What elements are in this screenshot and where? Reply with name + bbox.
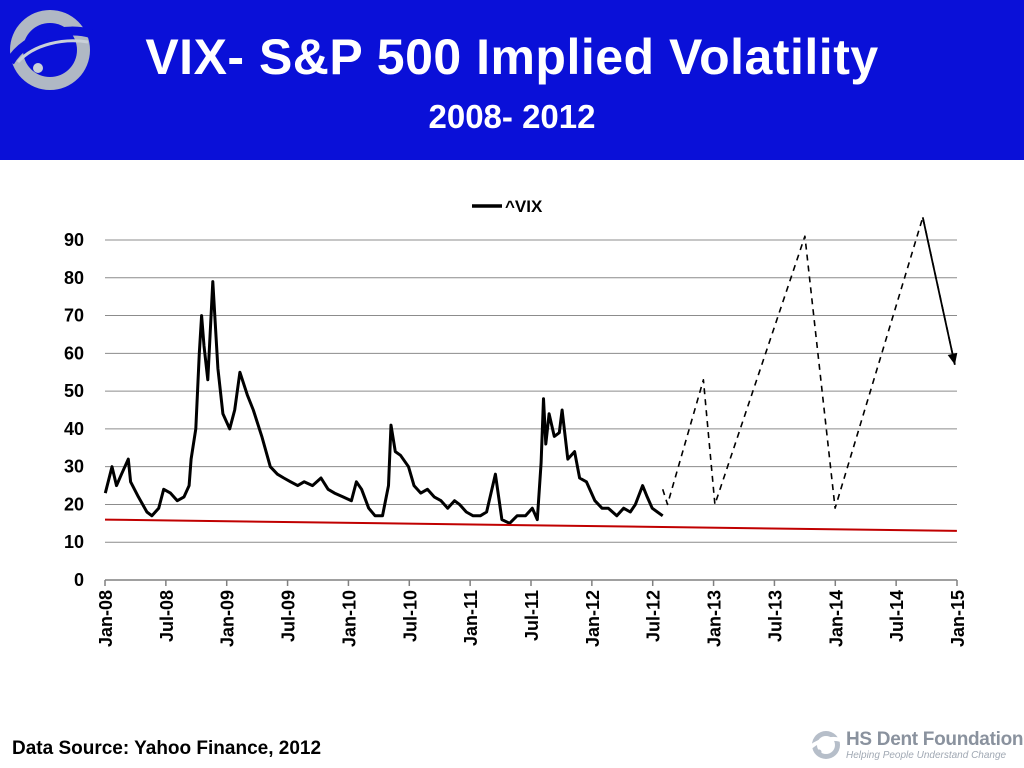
- y-tick-label: 50: [64, 381, 84, 401]
- page-subtitle: 2008- 2012: [428, 98, 596, 135]
- y-tick-label: 10: [64, 532, 84, 552]
- y-tick-label: 60: [64, 343, 84, 363]
- projection-decline-line: [921, 217, 956, 365]
- x-tick-label: Jan-08: [96, 590, 116, 647]
- footer-brand-name: HS Dent Foundation: [846, 729, 1024, 750]
- x-tick-label: Jul-10: [400, 590, 420, 642]
- footer-brand-tagline: Helping People Understand Change: [846, 750, 1007, 761]
- x-tick-label: Jul-12: [644, 590, 664, 642]
- y-axis-tick-labels: 0 10 20 30 40 50 60 70 80 90: [64, 230, 84, 590]
- x-axis-tick-labels: Jan-08 Jul-08 Jan-09 Jul-09 Jan-10 Jul-10 Jan-…: [96, 590, 968, 647]
- x-tick-label: Jul-13: [765, 590, 785, 642]
- vix-series-line: [103, 280, 664, 525]
- x-tick-label: Jul-11: [522, 590, 542, 641]
- y-tick-label: 90: [64, 230, 84, 250]
- trend-series-line: [104, 518, 957, 532]
- x-tick-label: Jan-11: [461, 590, 481, 646]
- y-tick-label: 20: [64, 494, 84, 514]
- data-source-note: Data Source: Yahoo Finance, 2012: [12, 738, 322, 759]
- page-title: VIX- S&P 500 Implied Volatility: [145, 29, 879, 85]
- legend-label: ^VIX: [505, 197, 543, 216]
- arrowhead-icon: [947, 352, 958, 365]
- y-tick-label: 0: [74, 570, 84, 590]
- hs-dent-swirl-icon: [806, 731, 842, 759]
- axes: [104, 579, 958, 586]
- series-layer: [103, 216, 958, 532]
- x-tick-label: Jan-15: [948, 590, 968, 647]
- x-tick-label: Jul-09: [279, 590, 299, 642]
- x-tick-label: Jan-13: [705, 590, 725, 647]
- y-tick-label: 40: [64, 419, 84, 439]
- title-banner: VIX- S&P 500 Implied Volatility 2008- 20…: [0, 0, 1024, 160]
- x-tick-label: Jan-12: [583, 590, 603, 647]
- x-tick-label: Jan-09: [218, 590, 238, 647]
- x-tick-label: Jan-10: [339, 590, 359, 647]
- gridlines: [105, 239, 957, 543]
- x-tick-label: Jul-14: [887, 590, 907, 642]
- hs-dent-swirl-icon: [6, 10, 94, 90]
- projection-series-line: [661, 216, 956, 510]
- y-tick-label: 30: [64, 457, 84, 477]
- vix-line-chart: 0 10 20 30 40 50 60 70 80 90 Jan-08 Jul-08 Jan-09 Ju…: [64, 197, 968, 647]
- legend: ^VIX: [472, 197, 543, 216]
- footer-brand-logo: HS Dent Foundation Helping People Unders…: [806, 728, 1024, 764]
- x-tick-label: Jan-14: [826, 590, 846, 647]
- y-tick-label: 80: [64, 268, 84, 288]
- x-tick-label: Jul-08: [157, 590, 177, 642]
- y-tick-label: 70: [64, 306, 84, 326]
